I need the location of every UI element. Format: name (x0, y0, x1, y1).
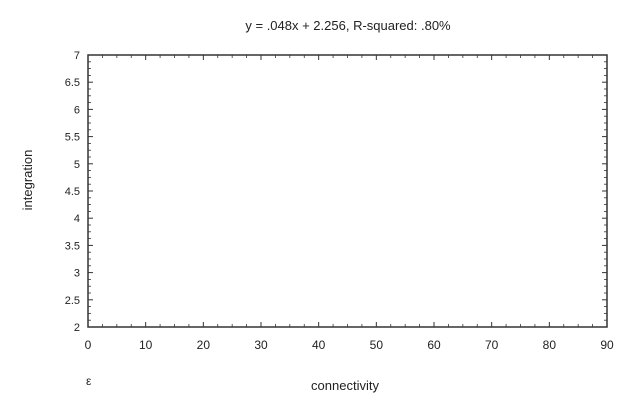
y-tick-label: 6 (74, 104, 80, 116)
y-tick-label: 4 (74, 213, 80, 225)
x-tick-label: 70 (485, 338, 499, 352)
y-tick-label: 5.5 (65, 132, 80, 144)
y-axis-label: integration (20, 150, 35, 211)
y-tick-label: 5 (74, 159, 80, 171)
x-tick-label: 20 (197, 338, 211, 352)
y-tick-label: 6.5 (65, 77, 80, 89)
y-tick-label: 2.5 (65, 295, 80, 307)
x-tick-label: 40 (312, 338, 326, 352)
x-tick-label: 90 (600, 338, 614, 352)
y-tick-label: 3.5 (65, 240, 80, 252)
y-tick-label: 4.5 (65, 186, 80, 198)
corner-label: ε (86, 374, 92, 388)
x-tick-label: 60 (427, 338, 441, 352)
x-axis-label: connectivity (311, 378, 379, 393)
y-tick-label: 7 (74, 50, 80, 62)
x-tick-label: 50 (370, 338, 384, 352)
chart-title: y = .048x + 2.256, R-squared: .80% (245, 18, 451, 33)
x-tick-label: 0 (85, 338, 92, 352)
y-tick-label: 2 (74, 322, 80, 334)
x-tick-label: 10 (139, 338, 153, 352)
y-tick-label: 3 (74, 268, 80, 280)
axes: 0 10 20 30 40 50 60 70 80 90 2 2.5 3 3.5 4 4.5 5 5.5 6 6.5 7 (65, 50, 614, 352)
plot-frame (87, 54, 608, 328)
x-tick-label: 30 (254, 338, 268, 352)
x-tick-label: 80 (543, 338, 557, 352)
